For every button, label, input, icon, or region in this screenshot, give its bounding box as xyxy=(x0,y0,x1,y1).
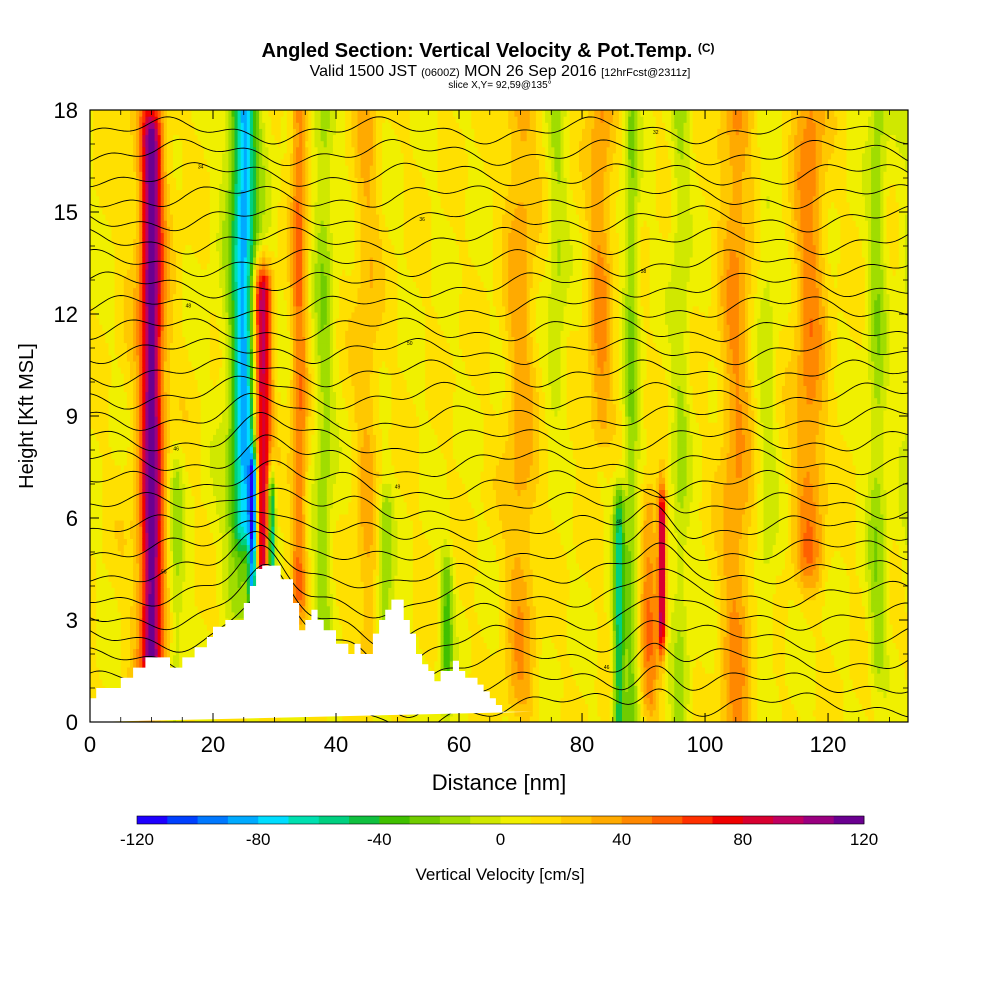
slice-label: slice X,Y= 92,59@135° xyxy=(448,80,551,91)
subtitle-valid: Valid 1500 JST xyxy=(310,63,418,80)
subtitle-date: MON 26 Sep 2016 xyxy=(464,63,597,80)
velocity-field xyxy=(90,104,909,723)
chart-title: Angled Section: Vertical Velocity & Pot.… xyxy=(261,40,692,62)
chart-title-unit: (C) xyxy=(698,41,715,55)
plot-area: 6046545648494640504838363432 xyxy=(90,104,909,733)
subtitle-forecast: [12hrFcst@2311z] xyxy=(601,67,690,79)
subtitle-zulu: (0600Z) xyxy=(421,67,460,79)
